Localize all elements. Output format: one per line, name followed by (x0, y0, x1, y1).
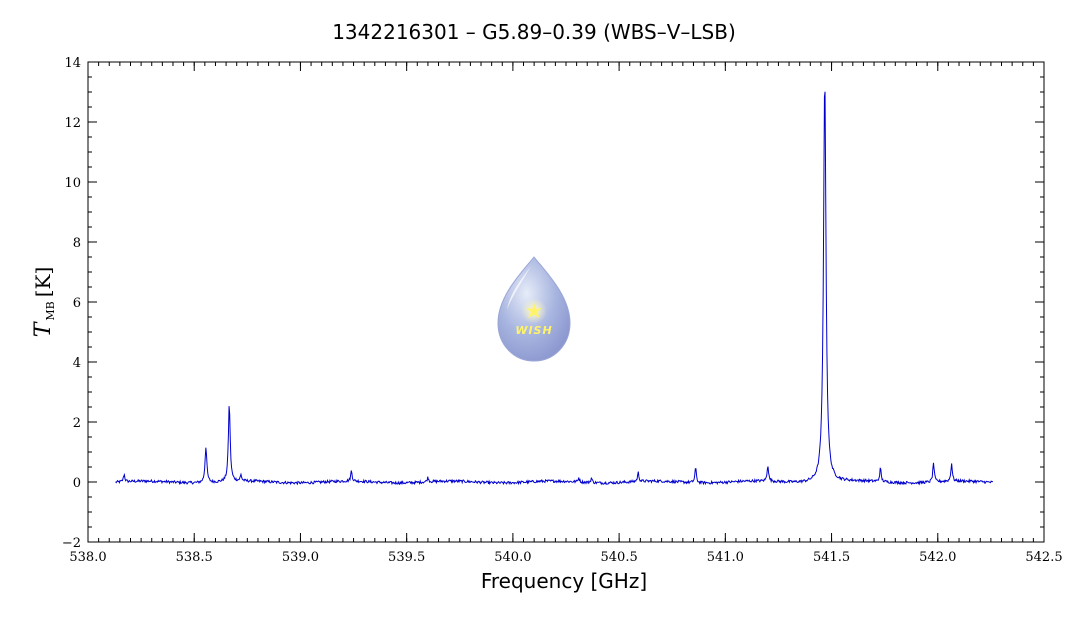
x-tick-label: 540.5 (601, 550, 638, 565)
y-axis-unit: [K] (31, 267, 55, 298)
y-tick-label: 12 (64, 116, 81, 131)
y-tick-label: 2 (73, 416, 81, 431)
y-tick-label: 0 (73, 476, 81, 491)
wish-logo: WISH (497, 256, 571, 362)
x-tick-label: 539.0 (282, 550, 319, 565)
x-tick-label: 541.5 (813, 550, 850, 565)
y-axis-subscript: MB (44, 301, 57, 320)
y-tick-label: 4 (73, 356, 81, 371)
y-tick-label: 6 (73, 296, 81, 311)
x-tick-label: 542.5 (1025, 550, 1062, 565)
star-icon (526, 302, 542, 318)
x-tick-labels: 538.0 538.5 539.0 539.5 540.0 540.5 541.0 541.5… (69, 550, 1062, 565)
axis-ticks (87, 61, 1045, 543)
x-tick-label: 539.5 (388, 550, 425, 565)
y-axis-symbol: T (31, 320, 56, 337)
x-tick-label: 541.0 (707, 550, 744, 565)
x-tick-label: 542.0 (919, 550, 956, 565)
y-tick-label: 14 (64, 56, 81, 71)
x-axis-label: Frequency [GHz] (481, 569, 647, 593)
x-tick-label: 538.0 (69, 550, 106, 565)
logo-text: WISH (515, 324, 552, 337)
x-tick-label: 538.5 (176, 550, 213, 565)
y-tick-label: 10 (64, 176, 81, 191)
chart-title: 1342216301 – G5.89–0.39 (WBS–V–LSB) (332, 20, 736, 44)
y-axis-label: TMB [K] (31, 267, 57, 338)
x-tick-label: 540.0 (494, 550, 531, 565)
y-tick-labels: −2 0 2 4 6 8 10 12 14 (62, 56, 81, 551)
spectrum-line (115, 91, 994, 486)
y-tick-label: 8 (73, 236, 81, 251)
svg-text:TMB[K]: TMB [K] (31, 267, 57, 338)
plot-frame (87, 61, 1045, 543)
y-tick-label: −2 (62, 536, 81, 551)
